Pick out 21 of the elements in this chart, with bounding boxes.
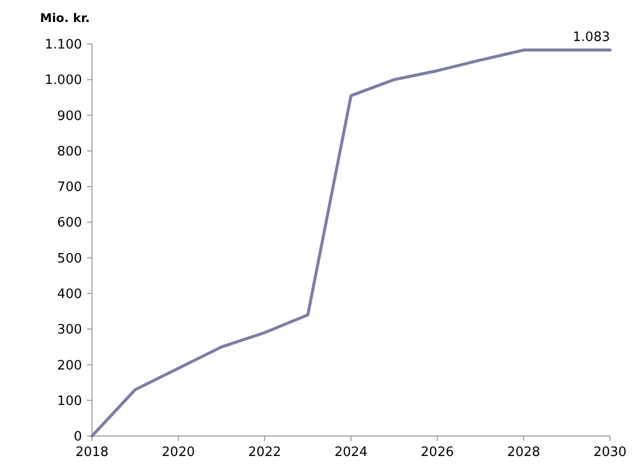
y-tick-label: 0 <box>74 430 82 445</box>
y-tick-label: 400 <box>57 287 82 302</box>
y-tick-label: 1.100 <box>44 38 82 53</box>
x-tick-label: 2022 <box>248 445 282 460</box>
y-tick-label: 800 <box>57 144 82 160</box>
y-axis-title: Mio. kr. <box>40 11 90 25</box>
x-tick-label: 2030 <box>593 445 627 460</box>
y-tick-label: 500 <box>57 251 82 266</box>
y-tick-label: 200 <box>57 358 82 374</box>
x-tick-label: 2026 <box>420 445 454 460</box>
x-tick-label: 2020 <box>162 445 195 460</box>
x-tick-label: 2024 <box>334 445 368 460</box>
y-tick-label: 1.000 <box>44 73 82 88</box>
annotation: 1.083 <box>572 30 610 46</box>
y-tick-label: 900 <box>57 108 82 124</box>
y-tick-label: 700 <box>57 180 82 196</box>
y-tick-label: 100 <box>57 394 82 409</box>
y-tick-label: 300 <box>57 322 82 338</box>
x-tick-label: 2018 <box>75 445 109 460</box>
y-tick-label: 600 <box>57 216 82 231</box>
x-tick-label: 2028 <box>507 445 540 460</box>
